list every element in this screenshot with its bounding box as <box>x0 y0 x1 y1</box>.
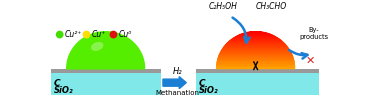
Polygon shape <box>218 60 294 61</box>
Polygon shape <box>240 34 271 35</box>
Polygon shape <box>223 48 288 49</box>
Polygon shape <box>217 67 294 68</box>
FancyArrow shape <box>163 77 186 89</box>
Text: C₂H₅OH: C₂H₅OH <box>209 2 237 10</box>
Polygon shape <box>232 39 280 40</box>
Polygon shape <box>228 42 284 43</box>
Text: Cu²⁺: Cu²⁺ <box>65 30 82 39</box>
Polygon shape <box>220 54 292 55</box>
Polygon shape <box>217 63 294 64</box>
Polygon shape <box>225 45 286 46</box>
Polygon shape <box>230 40 281 41</box>
Polygon shape <box>219 56 293 57</box>
Text: Cu⁺: Cu⁺ <box>92 30 106 39</box>
Polygon shape <box>227 43 284 44</box>
Polygon shape <box>218 58 293 59</box>
Polygon shape <box>224 46 287 47</box>
Bar <box>51 73 161 95</box>
Polygon shape <box>222 49 289 50</box>
Polygon shape <box>234 37 277 38</box>
Text: SiO₂: SiO₂ <box>199 86 218 95</box>
Polygon shape <box>226 44 285 45</box>
Ellipse shape <box>91 42 103 51</box>
Polygon shape <box>219 55 292 56</box>
Text: ✕: ✕ <box>305 56 315 66</box>
Text: By-
products: By- products <box>299 27 328 40</box>
Text: H₂: H₂ <box>173 67 182 76</box>
Bar <box>51 69 161 73</box>
Polygon shape <box>236 36 275 37</box>
Text: C: C <box>54 79 60 88</box>
Polygon shape <box>67 32 144 69</box>
Circle shape <box>56 31 64 38</box>
Polygon shape <box>243 33 268 34</box>
Polygon shape <box>233 38 278 39</box>
Text: Cu⁰: Cu⁰ <box>119 30 132 39</box>
Polygon shape <box>217 66 294 67</box>
Bar <box>196 69 319 73</box>
Text: SiO₂: SiO₂ <box>54 86 74 95</box>
Polygon shape <box>217 65 294 66</box>
Polygon shape <box>218 59 293 60</box>
Bar <box>196 73 319 95</box>
Polygon shape <box>217 61 294 62</box>
Polygon shape <box>229 41 282 42</box>
Text: Methanation: Methanation <box>155 90 200 96</box>
Circle shape <box>110 31 117 38</box>
Polygon shape <box>220 53 291 54</box>
Polygon shape <box>223 47 288 48</box>
Polygon shape <box>217 68 294 69</box>
Polygon shape <box>238 35 274 36</box>
Text: CH₃CHO: CH₃CHO <box>256 2 287 10</box>
Polygon shape <box>217 64 294 65</box>
Polygon shape <box>217 62 294 63</box>
Polygon shape <box>222 50 290 51</box>
Polygon shape <box>220 52 291 53</box>
Polygon shape <box>221 51 290 52</box>
Text: C: C <box>199 79 206 88</box>
Polygon shape <box>218 57 293 58</box>
Polygon shape <box>247 32 264 33</box>
Circle shape <box>83 31 90 38</box>
